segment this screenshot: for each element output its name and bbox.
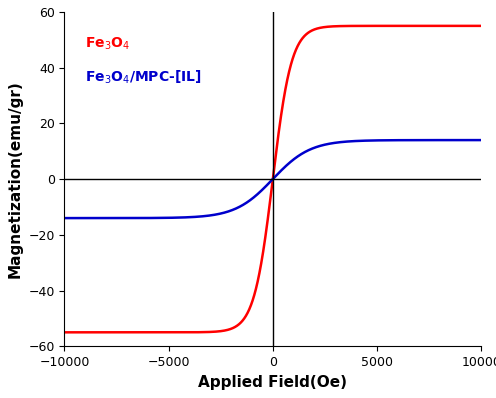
Text: Fe$_3$O$_4$: Fe$_3$O$_4$: [85, 35, 130, 52]
X-axis label: Applied Field(Oe): Applied Field(Oe): [198, 375, 347, 390]
Y-axis label: Magnetization(emu/gr): Magnetization(emu/gr): [8, 80, 23, 278]
Text: Fe$_3$O$_4$/MPC-[IL]: Fe$_3$O$_4$/MPC-[IL]: [85, 69, 202, 86]
